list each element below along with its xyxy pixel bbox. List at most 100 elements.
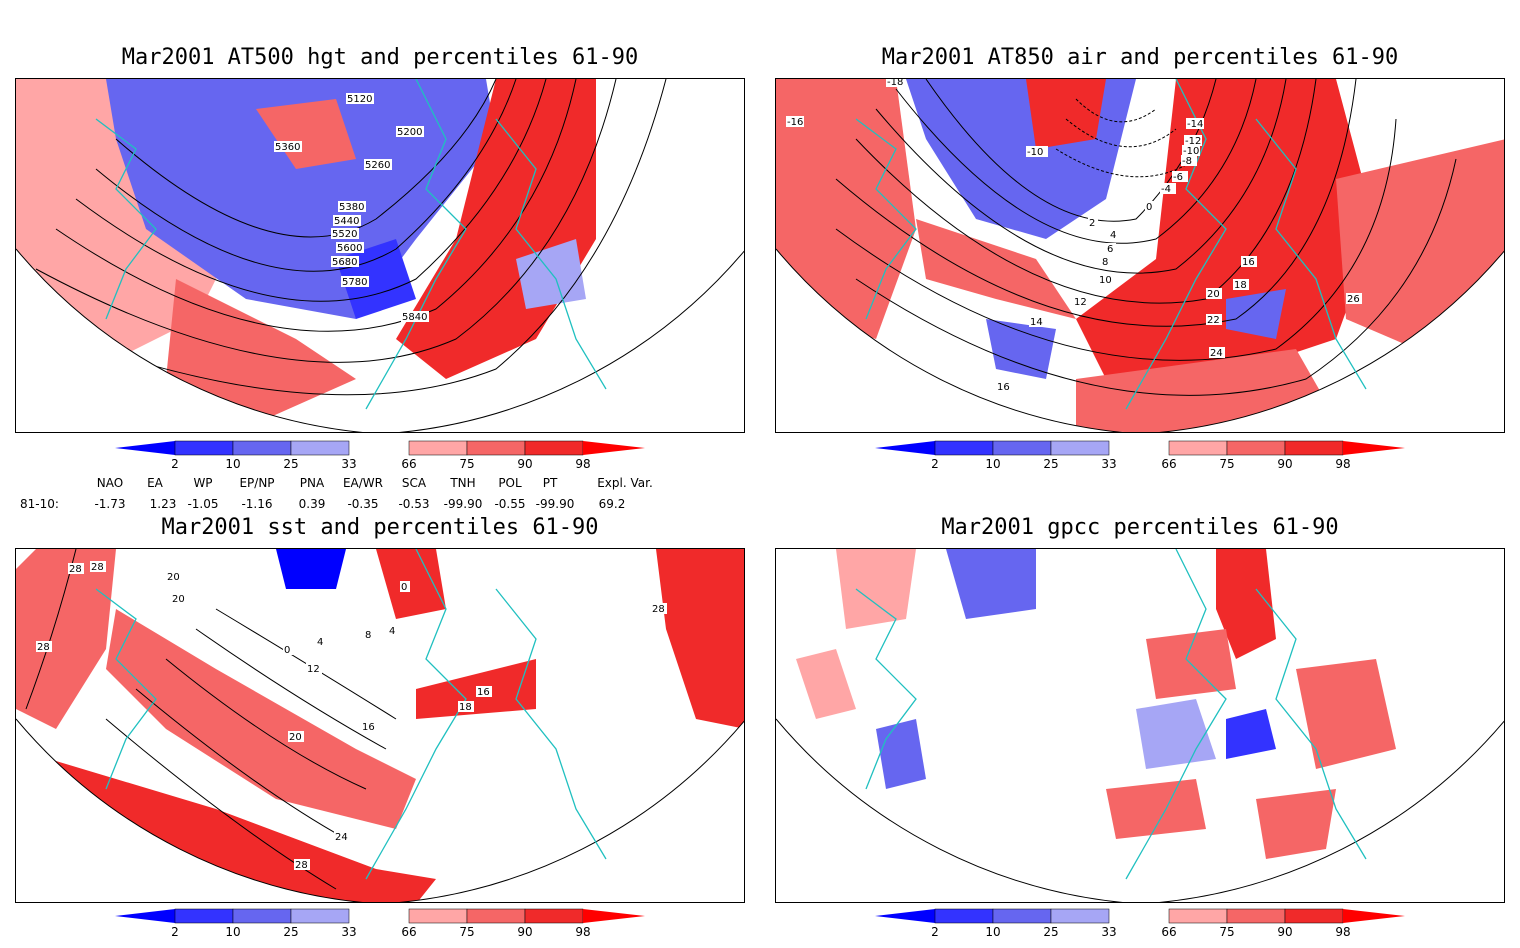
cold-patch-atlantic: [986, 319, 1056, 379]
contour-label: 6: [1107, 244, 1113, 255]
contour-label: 14: [1030, 317, 1043, 328]
colorbar-svg: [875, 908, 1405, 924]
warm-area: [776, 79, 916, 339]
contour-label: 4: [389, 626, 395, 637]
colorbar-label: 33: [341, 457, 357, 471]
colorbar-label: 75: [1219, 925, 1235, 939]
colorbar-label: 10: [985, 457, 1001, 471]
index-value: -1.16: [241, 497, 273, 511]
colorbar-label: 2: [171, 457, 179, 471]
contour-label: 4: [317, 637, 323, 648]
warm-patch: [1106, 779, 1206, 839]
index-header: Expl. Var.: [597, 476, 653, 490]
contour-label: 16: [477, 687, 490, 698]
index-value: -0.35: [347, 497, 379, 511]
contour-label: 8: [365, 630, 371, 641]
contour-labels: -18 -16 -14 -12 -10 -8 -6 -4 0 2 4 6 8 1…: [786, 79, 1362, 393]
contour-label: 16: [997, 382, 1010, 393]
colorbar-label: 10: [225, 925, 241, 939]
index-value: -99.90: [443, 497, 483, 511]
contour-label: 5680: [332, 257, 357, 268]
colorbar-label: 10: [225, 457, 241, 471]
title-hgt: Mar2001 AT500 hgt and percentiles 61-90: [121, 45, 639, 70]
contour-label: 28: [652, 604, 665, 615]
contour-label: 16: [1242, 257, 1255, 268]
index-value: -0.55: [494, 497, 526, 511]
contour-label: 28: [295, 860, 308, 871]
colorbar-label: 98: [1335, 925, 1351, 939]
coastlines: [855, 549, 1367, 880]
contour-label: 24: [1210, 348, 1223, 359]
colorbar-label: 25: [1043, 457, 1059, 471]
warm-patch-scandinavia: [1216, 549, 1276, 659]
map-hgt: 5120 5200 5260 5360 5380 5440 5520 5600 …: [15, 78, 745, 433]
map-sst-svg: 28 28 20 20 28 0 4 8 4 0 12 16 16 18 20 …: [16, 549, 744, 902]
colorbar-label: 25: [283, 457, 299, 471]
map-sst: 28 28 20 20 28 0 4 8 4 0 12 16 16 18 20 …: [15, 548, 745, 903]
colorbar-sst: 2 10 25 33 66 75 90 98: [115, 908, 645, 948]
colorbar-label: 66: [1161, 925, 1177, 939]
index-header: WP: [193, 476, 213, 490]
title-air: Mar2001 AT850 air and percentiles 61-90: [881, 45, 1399, 70]
colorbar-label: 66: [401, 925, 417, 939]
map-air: -18 -16 -14 -12 -10 -8 -6 -4 0 2 4 6 8 1…: [775, 78, 1505, 433]
contour-label: 4: [1110, 230, 1116, 241]
contour-label: 0: [284, 645, 290, 656]
contour-label: 5840: [402, 312, 427, 323]
contour-label: 5200: [397, 127, 422, 138]
index-value: -99.90: [535, 497, 575, 511]
colorbar-label: 25: [283, 925, 299, 939]
colorbar-label: 10: [985, 925, 1001, 939]
contour-label: 5600: [337, 243, 362, 254]
contour-labels: 5120 5200 5260 5360 5380 5440 5520 5600 …: [274, 93, 429, 323]
contour-label: 5120: [347, 94, 372, 105]
colorbar-label: 66: [1161, 457, 1177, 471]
map-gpcc-svg: [776, 549, 1504, 902]
warm-patch: [796, 649, 856, 719]
contour-labels: 28 28 20 20 28 0 4 8 4 0 12 16 16 18 20 …: [36, 561, 667, 871]
contour-label: -6: [1173, 172, 1183, 183]
contour-label: 5520: [332, 229, 357, 240]
contour-label: 18: [1234, 280, 1247, 291]
contour-label: -12: [1185, 136, 1201, 147]
index-header: TNH: [450, 476, 476, 490]
colorbar-label: 33: [341, 925, 357, 939]
warm-patch-asia: [1296, 659, 1396, 769]
contour-label: 22: [1207, 315, 1220, 326]
contour-label: 20: [172, 594, 185, 605]
colorbar-label: 75: [1219, 457, 1235, 471]
contour-label: -8: [1182, 156, 1192, 167]
contour-label: -10: [1027, 147, 1043, 158]
colorbar-label: 75: [459, 457, 475, 471]
contour-label: 8: [1102, 257, 1108, 268]
cold-patch: [1136, 699, 1216, 769]
colorbar-label: 90: [517, 925, 533, 939]
index-row-label: 81-10:: [20, 497, 59, 511]
cold-patch: [1226, 709, 1276, 759]
index-header: PT: [542, 476, 558, 490]
coastlines: [95, 549, 607, 880]
colorbar-svg: [115, 440, 645, 456]
colorbar-hgt: 2 10 25 33 66 75 90 98: [115, 440, 645, 480]
index-header: SCA: [401, 476, 427, 490]
warm-patch-greenland: [256, 99, 356, 169]
index-value: -0.53: [398, 497, 430, 511]
title-gpcc: Mar2001 gpcc percentiles 61-90: [941, 515, 1339, 540]
index-header: NAO: [96, 476, 124, 490]
colorbar-label: 2: [931, 925, 939, 939]
colorbar-label: 98: [575, 925, 591, 939]
contour-label: 5380: [339, 202, 364, 213]
cold-patch-east: [1226, 289, 1286, 339]
index-value: -1.73: [94, 497, 126, 511]
colorbar-svg: [115, 908, 645, 924]
contour-label: 12: [1074, 297, 1087, 308]
contour-label: 12: [307, 664, 320, 675]
colorbar-label: 90: [517, 457, 533, 471]
colorbar-label: 2: [931, 457, 939, 471]
contour-label: 28: [37, 642, 50, 653]
map-air-svg: -18 -16 -14 -12 -10 -8 -6 -4 0 2 4 6 8 1…: [776, 79, 1504, 432]
index-value: 69.2: [598, 497, 626, 511]
contour-label: 20: [167, 572, 180, 583]
contour-label: 18: [459, 702, 472, 713]
colorbar-label: 66: [401, 457, 417, 471]
